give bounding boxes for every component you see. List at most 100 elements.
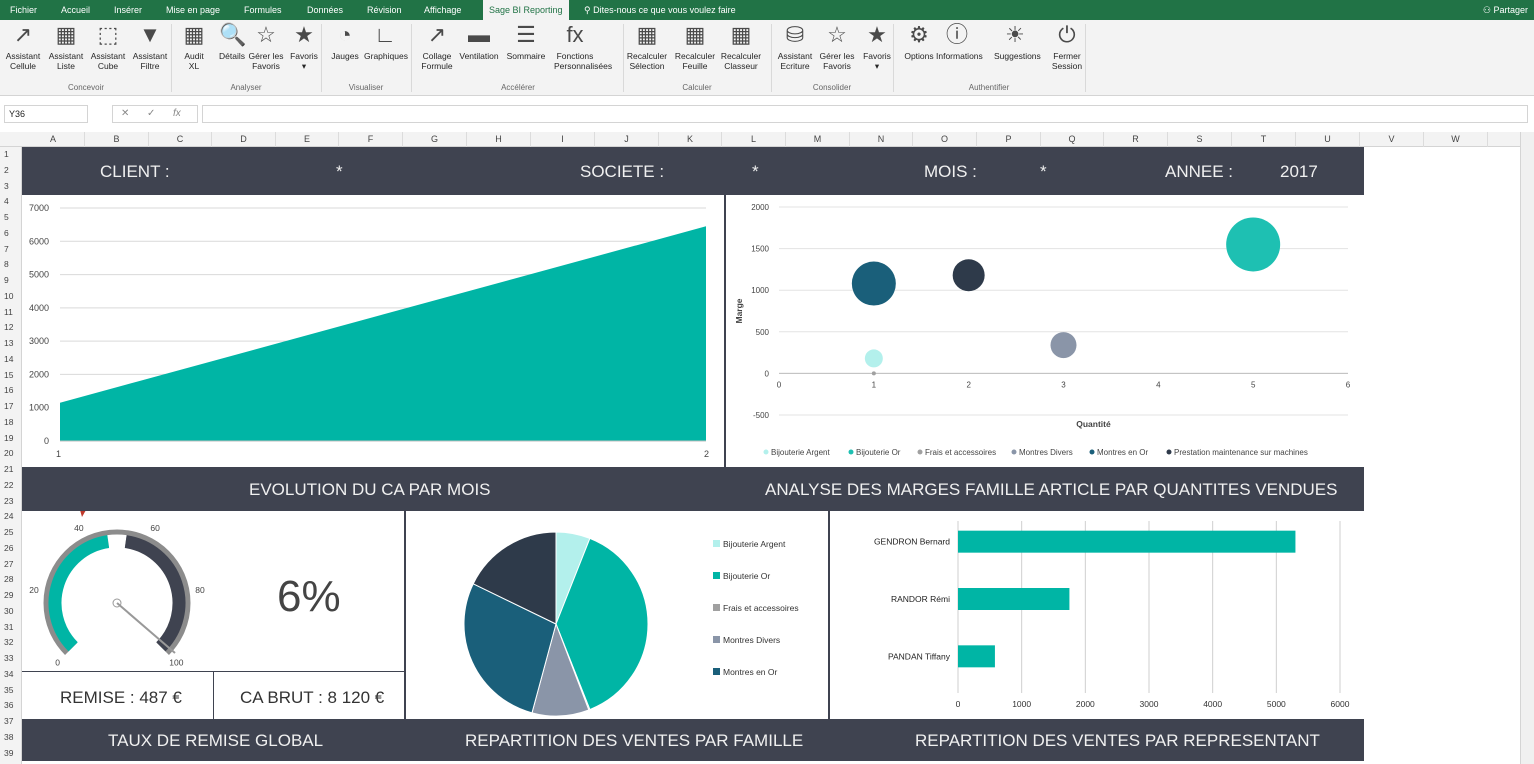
column-header[interactable]: B [85,132,149,147]
ribbon-button-2[interactable]: ⬚ Assistant Cube [87,22,129,82]
ribbon-button-4[interactable]: ▦ Audit XL [173,22,215,82]
ribbon-button-8[interactable]: ◔ Jauges [324,22,366,82]
column-header[interactable]: H [467,132,531,147]
tab-révision[interactable]: Révision [367,5,402,15]
tell-me-box[interactable]: ⚲ Dites-nous ce que vous voulez faire [584,0,736,20]
column-header[interactable]: O [913,132,977,147]
annee-value[interactable]: 2017 [1280,162,1318,181]
row-header[interactable]: 1 [4,149,9,159]
ribbon-button-9[interactable]: ∟ Graphiques [364,22,408,82]
column-header[interactable]: D [212,132,276,147]
row-header[interactable]: 4 [4,196,9,207]
row-header[interactable]: 38 [4,731,14,742]
tab-accueil[interactable]: Accueil [61,5,91,15]
ribbon-button-21[interactable]: ⓘ Informations [936,22,983,82]
row-header[interactable]: 39 [4,747,14,758]
ribbon-button-16[interactable]: ▦ Recalculer Classeur [720,22,762,82]
column-header[interactable]: A [22,132,85,147]
ribbon-button-14[interactable]: ▦ Recalculer Sélection [626,22,668,82]
column-header[interactable]: U [1296,132,1360,147]
row-header[interactable]: 30 [4,605,14,616]
ribbon-button-11[interactable]: ▬ Ventilation [458,22,500,82]
ribbon-button-1[interactable]: ▦ Assistant Liste [45,22,87,82]
row-header[interactable]: 27 [4,558,14,569]
column-header[interactable]: T [1232,132,1296,147]
row-header[interactable]: 10 [4,290,14,301]
tab-mise-en-page[interactable]: Mise en page [166,5,221,15]
column-header[interactable]: L [722,132,786,147]
formula-input[interactable] [202,105,1528,123]
row-header[interactable]: 36 [4,700,14,711]
row-header[interactable]: 7 [4,243,9,254]
row-header[interactable]: 37 [4,716,14,726]
column-header[interactable]: S [1168,132,1232,147]
ribbon-button-19[interactable]: ★ Favoris ▾ [856,22,898,82]
share-button[interactable]: ⚇ Partager [1483,0,1528,20]
row-header[interactable]: 2 [4,164,9,175]
row-header[interactable]: 5 [4,212,9,222]
ribbon-button-20[interactable]: ⚙ Options [898,22,940,82]
row-header[interactable]: 12 [4,322,14,333]
insert-function-icon[interactable]: fx [173,108,181,119]
ribbon-button-0[interactable]: ↗ Assistant Cellule [2,22,44,82]
row-header[interactable]: 34 [4,668,14,679]
row-header[interactable]: 28 [4,574,14,585]
column-header[interactable]: G [403,132,467,147]
mois-value[interactable]: * [1040,162,1047,181]
ribbon-button-7[interactable]: ★ Favoris ▾ [283,22,325,82]
column-header[interactable]: J [595,132,659,147]
row-header[interactable]: 19 [4,432,14,443]
row-header[interactable]: 26 [4,542,14,553]
ribbon-button-22[interactable]: ☀ Suggestions [994,22,1041,82]
ribbon-button-10[interactable]: ↗ Collage Formule [416,22,458,82]
row-header[interactable]: 25 [4,527,14,537]
row-header[interactable]: 17 [4,401,14,411]
tab-formules[interactable]: Formules [244,5,282,15]
ribbon-button-18[interactable]: ☆ Gérer les Favoris [816,22,858,82]
client-value[interactable]: * [336,162,343,181]
column-header[interactable]: Q [1041,132,1104,147]
ribbon-button-23[interactable]: ⏻ Fermer Session [1046,22,1088,82]
column-header[interactable]: P [977,132,1041,147]
ribbon-button-12[interactable]: ☰ Sommaire [505,22,547,82]
column-header[interactable]: R [1104,132,1168,147]
ribbon-button-6[interactable]: ☆ Gérer les Favoris [245,22,287,82]
column-header[interactable]: C [149,132,212,147]
ribbon-button-15[interactable]: ▦ Recalculer Feuille [674,22,716,82]
row-header[interactable]: 9 [4,275,9,285]
column-header[interactable]: V [1360,132,1424,147]
row-header[interactable]: 33 [4,653,14,663]
column-header[interactable]: M [786,132,850,147]
column-header[interactable]: E [276,132,339,147]
vertical-scrollbar[interactable] [1520,132,1534,764]
column-header[interactable]: W [1424,132,1488,147]
row-header[interactable]: 35 [4,684,14,695]
ribbon-button-13[interactable]: fx Fonctions Personnalisées [554,22,612,82]
row-header[interactable]: 21 [4,464,14,474]
row-header[interactable]: 22 [4,479,14,490]
tab-affichage[interactable]: Affichage [424,5,462,15]
ribbon-button-3[interactable]: ▼ Assistant Filtre [129,22,171,82]
ribbon-button-17[interactable]: ⛁ Assistant Ecriture [774,22,816,82]
tab-sage-bi-reporting[interactable]: Sage BI Reporting [483,0,569,20]
row-header[interactable]: 11 [4,306,13,317]
row-header[interactable]: 6 [4,227,9,238]
column-header[interactable]: F [339,132,403,147]
name-box[interactable]: Y36 [4,105,88,123]
tab-données[interactable]: Données [307,5,344,15]
tab-fichier[interactable]: Fichier [10,5,38,15]
row-header[interactable]: 20 [4,448,14,459]
row-header[interactable]: 8 [4,259,9,270]
row-header[interactable]: 3 [4,180,9,191]
tab-insérer[interactable]: Insérer [114,5,143,15]
row-header[interactable]: 31 [4,621,14,632]
row-header[interactable]: 16 [4,385,14,396]
row-header[interactable]: 24 [4,511,14,522]
row-header[interactable]: 23 [4,495,14,506]
column-header[interactable]: K [659,132,722,147]
column-header[interactable]: I [531,132,595,147]
row-header[interactable]: 18 [4,416,14,427]
column-header[interactable]: N [850,132,913,147]
row-header[interactable]: 32 [4,637,14,648]
row-header[interactable]: 14 [4,353,14,364]
